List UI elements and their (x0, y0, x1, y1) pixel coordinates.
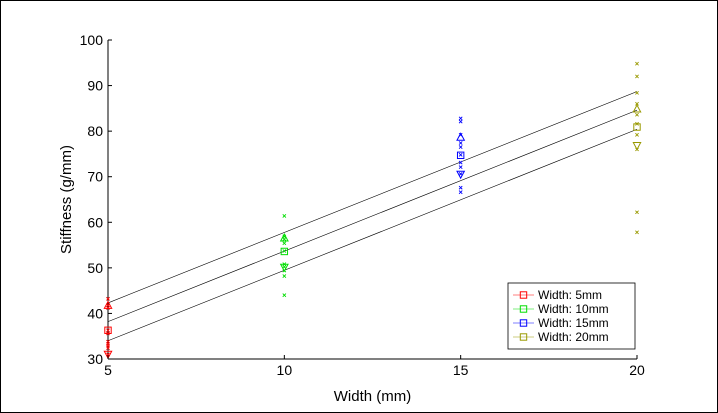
mean-marker (633, 123, 641, 131)
data-point (458, 165, 463, 170)
data-point (635, 210, 639, 215)
data-point (282, 293, 287, 298)
fit-line (107, 109, 638, 322)
data-point (458, 172, 463, 176)
mean-marker (632, 104, 642, 113)
data-point (635, 230, 639, 235)
y-tick-label: 90 (87, 78, 103, 94)
data-point (282, 213, 287, 218)
legend-label: Width: 5mm (538, 288, 602, 302)
mean-marker (279, 263, 289, 273)
data-point (458, 185, 463, 190)
fit-lines (107, 91, 638, 342)
y-tick-label: 80 (87, 123, 103, 139)
fit-line (107, 91, 638, 304)
data-point (635, 90, 639, 95)
y-tick-label: 40 (87, 305, 103, 321)
data-points (103, 61, 642, 360)
series-group (632, 61, 642, 235)
legend-marker (519, 333, 528, 341)
mean-marker (103, 300, 113, 309)
y-tick-label: 50 (87, 260, 103, 276)
data-point (458, 152, 463, 157)
mean-marker (280, 247, 289, 256)
data-point (458, 119, 463, 124)
y-tick-label: 60 (87, 214, 103, 230)
fit-line (107, 129, 638, 342)
series-group (456, 116, 466, 195)
legend-label: Width: 10mm (538, 302, 609, 316)
legend-marker (519, 291, 528, 299)
y-axis-ticks: 30 40 50 60 70 80 90 100 (80, 32, 112, 367)
data-point (635, 112, 639, 117)
data-point (458, 141, 463, 145)
data-point (282, 241, 287, 246)
y-axis-label: Stiffness (g/mm) (58, 145, 75, 254)
data-point (106, 296, 110, 301)
x-tick-label: 10 (277, 362, 293, 378)
mean-marker (456, 132, 466, 141)
data-point (282, 249, 287, 253)
mean-marker (456, 151, 465, 159)
data-point (635, 132, 639, 137)
data-point (106, 339, 110, 344)
x-axis-ticks: 5 10 15 20 (104, 355, 645, 378)
mean-marker (632, 142, 642, 151)
data-point (635, 61, 639, 66)
y-tick-label: 30 (87, 351, 103, 367)
data-point (458, 116, 463, 121)
data-point (635, 74, 639, 79)
legend-label: Width: 15mm (538, 316, 609, 330)
mean-marker (456, 170, 466, 180)
data-point (458, 160, 463, 165)
data-point (106, 328, 110, 333)
mean-marker (103, 350, 113, 360)
data-point (458, 145, 463, 150)
y-tick-label: 100 (80, 32, 104, 48)
mean-marker (279, 233, 289, 242)
legend-marker (519, 319, 528, 327)
legend-marker (519, 305, 528, 313)
data-point (458, 190, 463, 195)
x-tick-label: 15 (453, 362, 469, 378)
series-group (103, 296, 113, 360)
x-tick-label: 5 (104, 362, 112, 378)
y-tick-label: 70 (87, 169, 103, 185)
series-group (279, 213, 289, 298)
x-tick-label: 20 (629, 362, 645, 378)
x-axis-label: Width (mm) (334, 388, 412, 405)
legend-label: Width: 20mm (538, 330, 609, 344)
mean-marker (104, 326, 112, 334)
data-point (635, 101, 639, 106)
legend-box (507, 282, 636, 350)
data-point (282, 274, 287, 278)
